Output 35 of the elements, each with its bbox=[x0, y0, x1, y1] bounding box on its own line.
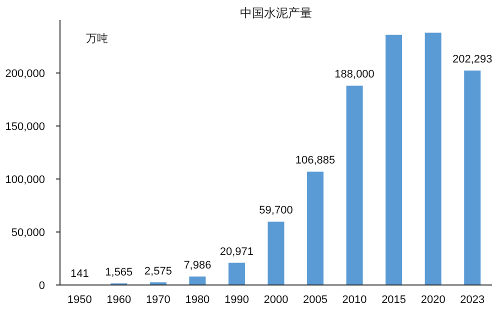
data-label: 2,575 bbox=[144, 265, 172, 278]
x-tick-label: 1960 bbox=[106, 294, 132, 306]
bar bbox=[346, 86, 363, 285]
y-tick-label: 100,000 bbox=[5, 174, 45, 186]
data-label: 7,986 bbox=[184, 260, 212, 272]
data-label: 59,700 bbox=[259, 204, 293, 217]
x-tick-label: 2000 bbox=[264, 294, 288, 306]
x-tick-label: 2015 bbox=[382, 294, 406, 306]
annotation: 万吨 bbox=[86, 32, 108, 45]
data-label: 188,000 bbox=[334, 68, 374, 81]
x-tick-label: 1990 bbox=[224, 294, 249, 306]
bar bbox=[228, 262, 245, 285]
x-tick-label: 2023 bbox=[460, 294, 485, 306]
y-tick-label: 50,000 bbox=[11, 227, 45, 239]
bar bbox=[424, 32, 442, 285]
x-tick-label: 1950 bbox=[67, 294, 92, 306]
x-tick-label: 1970 bbox=[146, 294, 170, 306]
x-tick-label: 2020 bbox=[420, 294, 446, 306]
data-label: 1,565 bbox=[105, 266, 133, 278]
bar bbox=[268, 222, 284, 285]
data-label: 141 bbox=[70, 268, 89, 280]
y-tick-label: 150,000 bbox=[5, 121, 45, 133]
data-label: 106,885 bbox=[295, 154, 336, 167]
x-tick-label: 2005 bbox=[303, 294, 328, 306]
chart-title: 中国水泥产量 bbox=[240, 6, 312, 20]
bar bbox=[307, 172, 324, 285]
bar bbox=[464, 70, 481, 285]
y-tick-label: 0 bbox=[38, 280, 45, 292]
bar bbox=[189, 276, 206, 285]
x-tick-label: 2010 bbox=[342, 294, 367, 306]
bar bbox=[386, 34, 402, 285]
y-tick-label: 200,000 bbox=[5, 68, 45, 80]
x-tick-label: 1980 bbox=[185, 294, 210, 306]
data-label: 20,971 bbox=[220, 246, 254, 258]
data-label: 202,293 bbox=[452, 54, 492, 66]
